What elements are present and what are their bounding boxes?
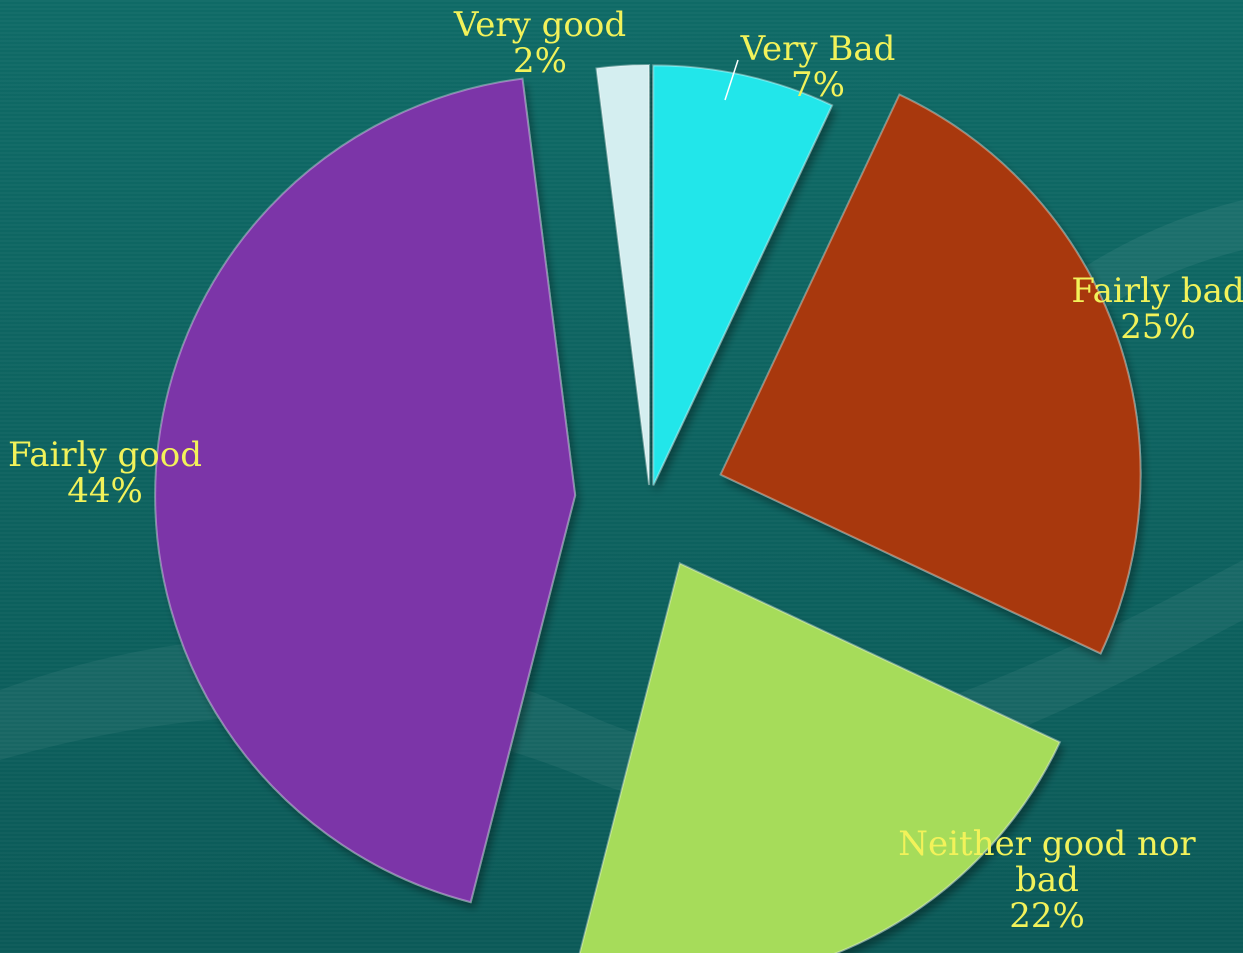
pie-slice-very-good <box>595 64 651 486</box>
pie-slice-very-bad <box>652 64 834 486</box>
data-label-neither-good-nor-bad: Neither good nor bad 22% <box>898 824 1196 936</box>
pie-slice-fairly-bad <box>719 93 1142 655</box>
pie-slices <box>154 64 1142 953</box>
data-label-very-good: Very good 2% <box>453 5 626 81</box>
data-label-fairly-good: Fairly good 44% <box>8 435 202 511</box>
pie-slice-fairly-good <box>154 77 577 904</box>
very-bad-leader-line <box>724 59 739 101</box>
data-label-fairly-bad: Fairly bad 25% <box>1071 271 1243 347</box>
pie-slice-neither-good-nor-bad <box>578 561 1062 953</box>
pie-labels: Very Bad 7% Fairly bad 25% Neither good nor b… <box>8 5 1243 936</box>
data-label-very-bad: Very Bad 7% <box>740 29 896 105</box>
